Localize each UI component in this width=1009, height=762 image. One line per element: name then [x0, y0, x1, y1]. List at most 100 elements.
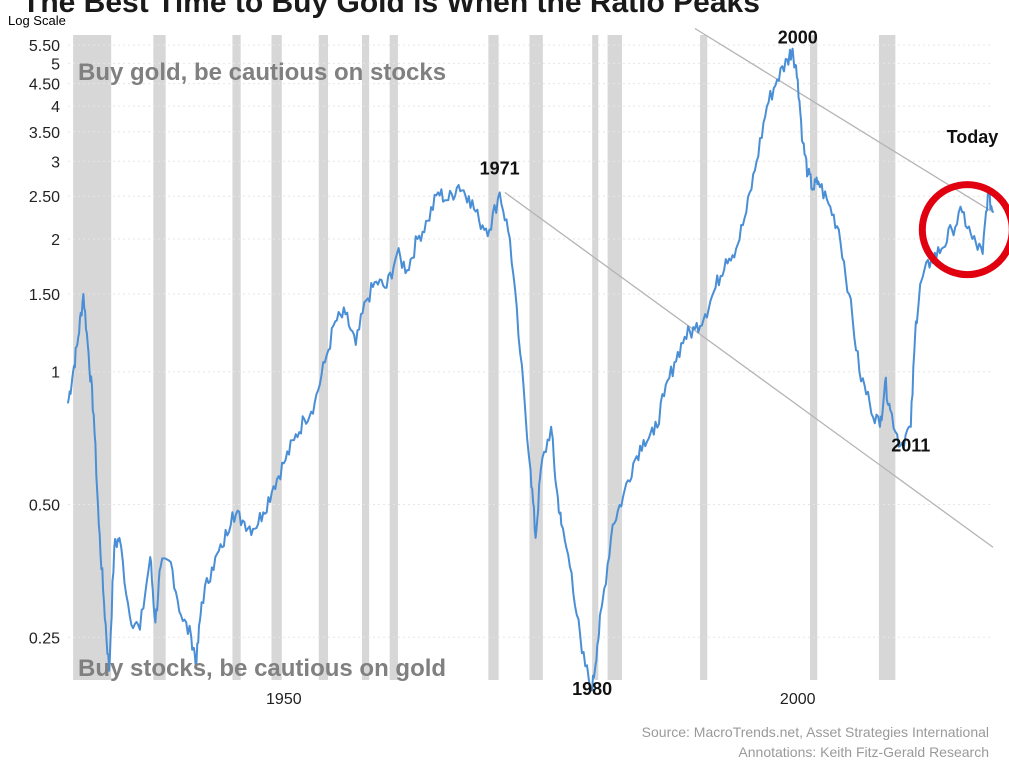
series-point	[77, 335, 80, 338]
shaded-period	[878, 35, 896, 680]
series-point	[817, 180, 820, 183]
shaded-period	[488, 35, 499, 680]
y-tick-label: 5.50	[29, 38, 60, 55]
region-label-bottom: Buy stocks, be cautious on gold	[78, 655, 446, 682]
series-point	[622, 496, 624, 498]
series-point	[385, 286, 388, 289]
series-point	[889, 408, 892, 411]
annotation-1980: 1980	[572, 679, 612, 699]
source-note: Source: MacroTrends.net, Asset Strategie…	[642, 722, 989, 762]
annotations: 2000 1971 1980 2011 Today	[480, 27, 999, 698]
series-point	[755, 160, 758, 163]
series-point	[478, 219, 480, 222]
source-line-1: Source: MacroTrends.net, Asset Strategie…	[641, 724, 989, 740]
series-point	[611, 523, 614, 526]
series-point	[791, 47, 794, 50]
shaded-period	[232, 35, 241, 680]
series-point	[663, 395, 665, 398]
series-point	[488, 228, 491, 231]
series-point	[82, 293, 85, 295]
source-line-2: Annotations: Keith Fitz-Gerald Research	[738, 744, 989, 760]
series-point	[802, 142, 804, 144]
series-point	[981, 253, 984, 255]
shaded-period	[700, 35, 708, 680]
series-point	[262, 511, 265, 514]
x-axis-ticks: 1950 2000	[266, 691, 816, 708]
series-point	[149, 556, 152, 558]
series-point	[396, 253, 398, 255]
series-point	[591, 689, 593, 691]
series-point	[365, 299, 367, 302]
series-point	[103, 601, 105, 604]
series-point	[724, 258, 727, 260]
y-tick-label: 0.25	[29, 630, 60, 647]
series-point	[909, 426, 912, 428]
annotation-today: Today	[947, 127, 999, 147]
series-point	[293, 439, 295, 441]
shaded-period	[389, 35, 398, 680]
series-point	[596, 644, 599, 646]
series-point	[169, 561, 172, 563]
series-point	[940, 247, 943, 250]
series-point	[534, 537, 537, 539]
shaded-period	[529, 35, 543, 680]
series-point	[868, 402, 871, 404]
shaded-period	[318, 35, 329, 680]
series-point	[766, 105, 768, 107]
series-point	[87, 352, 90, 355]
series-point	[72, 370, 74, 373]
y-tick-label: 3.50	[29, 125, 60, 142]
series-point	[128, 614, 131, 617]
series-point	[961, 211, 963, 213]
series-point	[159, 566, 162, 569]
series-point	[190, 636, 193, 639]
series-point	[951, 228, 953, 231]
series-point	[334, 320, 337, 323]
series-point	[601, 601, 604, 604]
series-point	[992, 211, 994, 213]
series-point	[303, 418, 306, 421]
series-point	[406, 269, 408, 271]
series-point	[899, 444, 902, 447]
recession-shading	[73, 35, 896, 680]
shaded-period	[271, 35, 282, 680]
series-point	[848, 293, 850, 295]
series-point	[180, 614, 182, 617]
annotation-1971: 1971	[480, 158, 520, 178]
series-point	[211, 566, 213, 569]
series-point	[555, 485, 557, 488]
series-point	[498, 191, 501, 194]
log-scale-label: Log Scale	[8, 13, 66, 28]
series-point	[108, 669, 110, 672]
series-points	[67, 47, 994, 691]
y-tick-label: 4	[51, 99, 60, 116]
series-point	[344, 313, 347, 316]
series-point	[714, 286, 717, 289]
series-point	[98, 523, 100, 526]
y-tick-label: 2.50	[29, 189, 60, 206]
series-point	[570, 572, 573, 574]
series-point	[509, 238, 511, 240]
y-tick-label: 1	[51, 365, 60, 382]
series-point	[735, 247, 737, 250]
series-point	[560, 523, 563, 526]
series-point	[313, 402, 316, 404]
series-point	[92, 413, 95, 416]
annotation-2000: 2000	[778, 27, 818, 47]
series-point	[139, 628, 141, 631]
annotation-2011: 2011	[891, 435, 930, 455]
shaded-period	[73, 35, 112, 680]
series-point	[884, 380, 886, 383]
y-tick-label: 3	[51, 154, 60, 171]
series-point	[858, 370, 861, 373]
series-point	[283, 462, 285, 465]
y-tick-label: 2	[51, 232, 60, 249]
series-point	[838, 228, 840, 231]
today-highlight-circle	[918, 181, 1009, 279]
series-point	[67, 402, 69, 404]
series-point	[113, 546, 116, 549]
series-point	[683, 335, 686, 338]
series-point	[457, 184, 460, 186]
series-point	[694, 328, 696, 330]
